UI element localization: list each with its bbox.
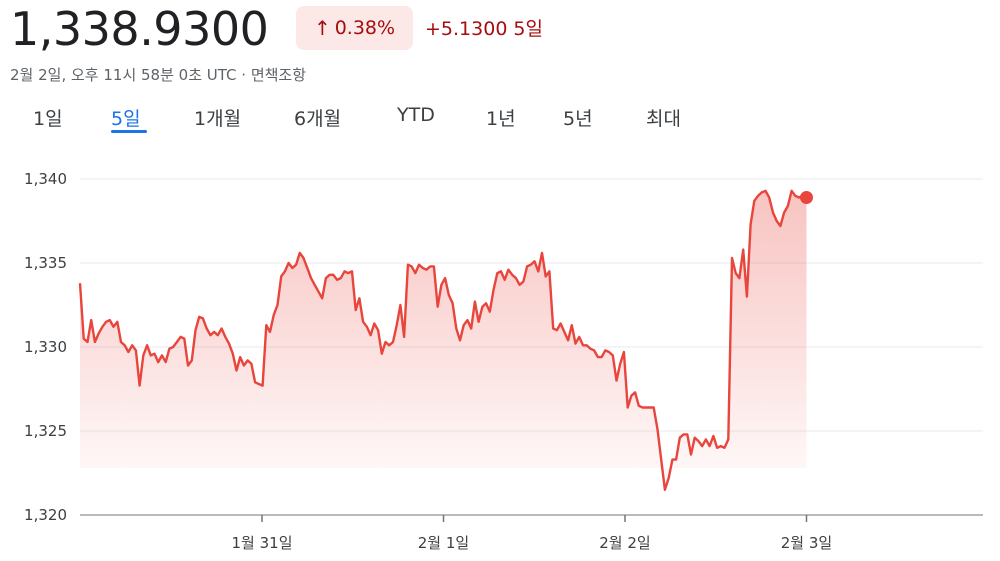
change-percent: 0.38%	[334, 17, 396, 39]
range-tabs: 1일 5일 1개월 6개월 YTD 1년 5년 최대	[0, 100, 1000, 140]
last-price-marker	[800, 190, 813, 204]
price-area-fill	[80, 190, 807, 490]
y-tick-label: 1,320	[24, 506, 67, 524]
tab-1d[interactable]: 1일	[33, 108, 63, 130]
tab-6m[interactable]: 6개월	[294, 108, 342, 130]
y-tick-label: 1,325	[24, 422, 67, 440]
change-period: 5일	[513, 18, 543, 40]
active-tab-indicator	[111, 130, 147, 133]
tab-ytd[interactable]: YTD	[397, 104, 435, 126]
tab-5y[interactable]: 5년	[563, 108, 593, 130]
tab-5d[interactable]: 5일	[111, 108, 141, 130]
y-tick-label: 1,340	[24, 170, 67, 188]
tab-max[interactable]: 최대	[646, 108, 681, 130]
x-tick-label: 2월 2일	[599, 534, 650, 552]
y-tick-label: 1,330	[24, 338, 67, 356]
timestamp-disclaimer: 2월 2일, 오후 11시 58분 0초 UTC · 면책조항	[10, 66, 307, 84]
y-tick-label: 1,335	[24, 254, 67, 272]
change-percent-badge: ↑ 0.38%	[296, 6, 413, 50]
current-price: 1,338.9300	[10, 2, 269, 56]
x-tick-label: 2월 3일	[781, 534, 832, 552]
tab-1m[interactable]: 1개월	[194, 108, 242, 130]
change-summary: +5.1300 5일	[425, 14, 543, 41]
arrow-up-icon: ↑	[313, 16, 331, 40]
x-tick-label: 2월 1일	[418, 534, 469, 552]
change-value: +5.1300	[425, 18, 508, 40]
x-tick-label: 1월 31일	[232, 534, 293, 552]
price-series-line	[78, 189, 808, 491]
tab-1y[interactable]: 1년	[486, 108, 516, 130]
